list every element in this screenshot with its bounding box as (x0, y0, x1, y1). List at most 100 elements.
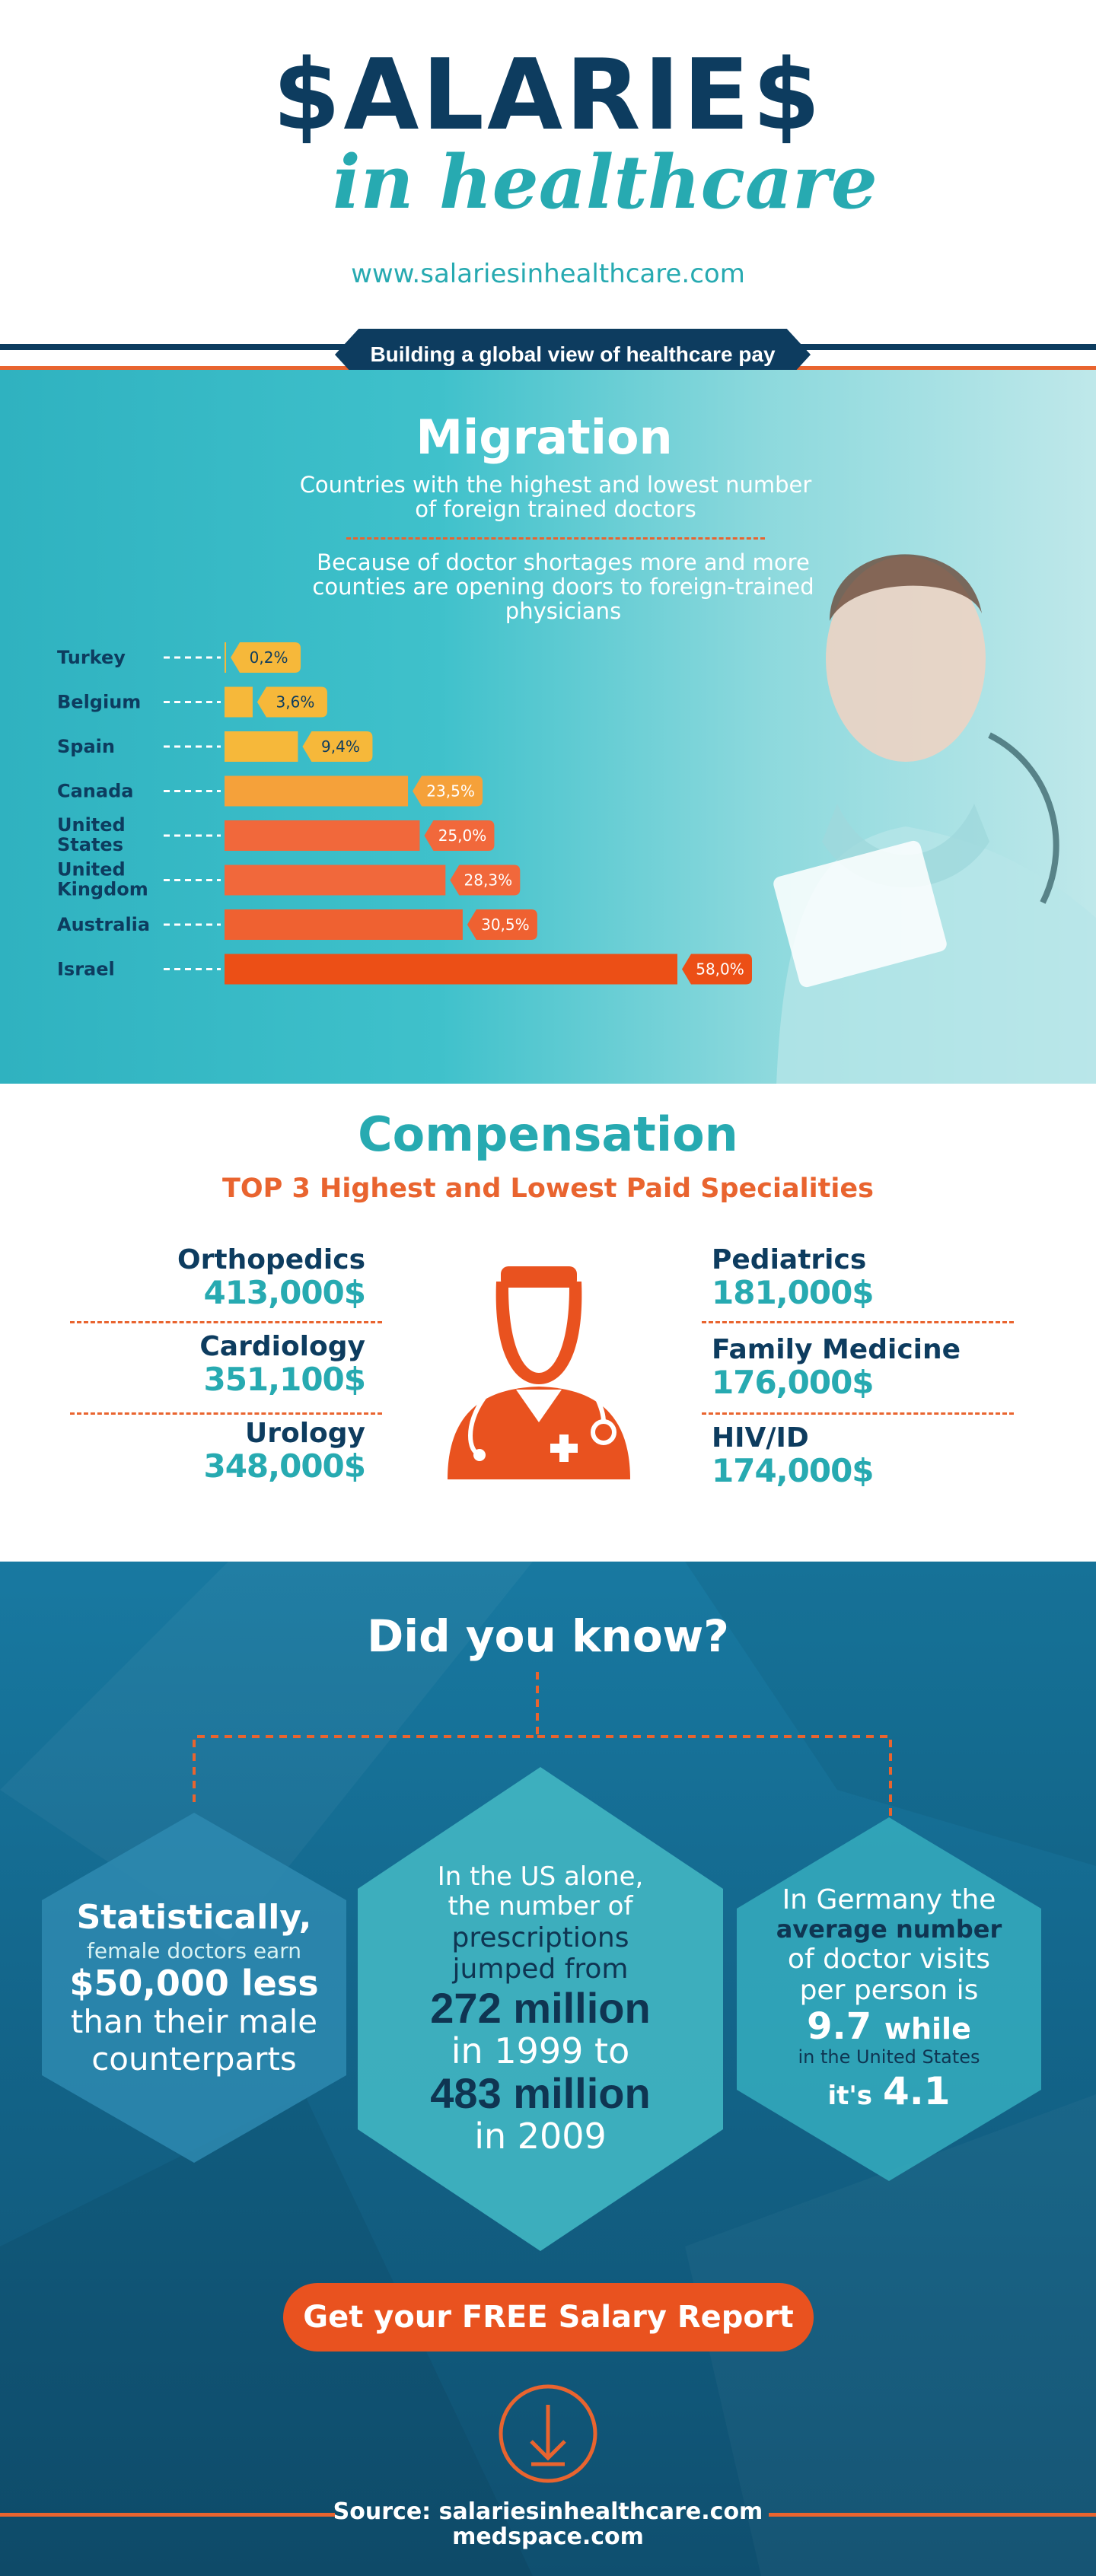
compensation-subtitle: TOP 3 Highest and Lowest Paid Specialiti… (222, 1173, 874, 1204)
fact-card-1: Statistically, female doctors earn $50,0… (42, 1813, 346, 2163)
website-url[interactable]: www.salariesinhealthcare.com (351, 259, 745, 289)
bar-row: United States 25,0% (57, 814, 495, 855)
fact-2-year-1: in 1999 to (451, 2030, 630, 2071)
category-label: Israel (57, 959, 115, 980)
fact-3-line-3: of doctor visits per person is (787, 1943, 991, 2007)
specialty-salary: 174,000$ (712, 1451, 875, 1489)
migration-bar-chart: Turkey 0,2% Belgium 3,6% Spain 9,4% Canada 23,5… (57, 642, 752, 985)
specialty-name: Urology (244, 1418, 365, 1449)
source-line-1: Source: salariesinhealthcare.com (333, 2498, 763, 2525)
data-label: 25,0% (438, 826, 487, 845)
fact-1-heading: Statistically, (76, 1898, 312, 1938)
logo-title: $ALARIE$ (272, 39, 824, 152)
fact-3-line-5: in the United States (798, 2046, 980, 2068)
category-label: Belgium (57, 692, 141, 713)
specialty-salary: 348,000$ (203, 1447, 366, 1485)
bar-row: Belgium 3,6% (57, 686, 327, 718)
bar-row: Turkey 0,2% (57, 642, 301, 673)
bar (225, 909, 463, 940)
data-label-bubble (231, 642, 301, 673)
divider (702, 1412, 1014, 1415)
free-salary-report-button[interactable]: Get your FREE Salary Report (283, 2283, 814, 2352)
fact-2-year-2: in 2009 (474, 2116, 607, 2157)
source-text: Source: salariesinhealthcare.com medspac… (0, 2499, 1096, 2549)
bar (225, 731, 298, 762)
highest-specialty-1: Orthopedics 413,000$ (46, 1244, 366, 1310)
highest-specialty-2: Cardiology 351,100$ (46, 1331, 366, 1398)
migration-section: Migration Countries with the highest and… (0, 370, 1096, 1084)
bar (225, 642, 227, 673)
bar (225, 820, 420, 851)
divider (70, 1412, 382, 1415)
migration-note: Because of doctor shortages more and mor… (312, 549, 814, 624)
fact-3-value-1: 9.7 (807, 2004, 872, 2048)
category-label: Spain (57, 736, 115, 757)
fact-2-value-1: 272 million (430, 1984, 651, 2033)
fact-3-its: it's (827, 2081, 873, 2112)
tagline-text: Building a global view of healthcare pay (370, 342, 776, 366)
did-you-know-section: Did you know? Statistically, female doct… (0, 1562, 1096, 2576)
hexagon-shape (42, 1813, 346, 2163)
specialty-name: Family Medicine (712, 1334, 961, 1365)
background-pattern (0, 1562, 1096, 2576)
bar (225, 686, 253, 718)
fact-1-highlight: $50,000 less (69, 1963, 319, 2004)
divider (702, 1321, 1014, 1323)
divider (70, 1321, 382, 1323)
data-label: 28,3% (464, 871, 513, 890)
fact-3-while: while (884, 2011, 971, 2046)
data-label-bubble (413, 775, 483, 807)
logo-subtitle: in healthcare (333, 139, 878, 225)
specialty-salary: 351,100$ (203, 1360, 366, 1398)
fact-3-value-row-1: 9.7 while (807, 2004, 971, 2048)
data-label-bubble (682, 954, 752, 985)
specialty-name: Cardiology (199, 1331, 365, 1362)
data-label-bubble (467, 909, 537, 940)
hexagon-shape (358, 1767, 723, 2251)
source-line-left (0, 2513, 335, 2517)
data-label: 9,4% (321, 737, 360, 756)
data-label: 0,2% (250, 648, 288, 667)
fact-card-2: In the US alone, the number of prescript… (358, 1767, 723, 2251)
compensation-section: Compensation TOP 3 Highest and Lowest Pa… (0, 1084, 1096, 1562)
data-label: 30,5% (481, 915, 530, 934)
specialty-salary: 176,000$ (712, 1363, 875, 1401)
bar-row: United Kingdom 28,3% (57, 859, 521, 900)
fact-1-line-2: female doctors earn (87, 1938, 301, 1963)
compensation-title: Compensation (358, 1107, 738, 1162)
bar (225, 865, 446, 896)
bar-row: Israel 58,0% (57, 954, 752, 985)
category-label: Canada (57, 781, 133, 802)
lowest-specialty-2: Family Medicine 176,000$ (712, 1335, 1031, 1400)
specialty-name: Pediatrics (712, 1244, 867, 1275)
header: $ALARIE$ in healthcare www.salariesinhea… (0, 0, 1096, 381)
data-label-bubble (424, 820, 495, 851)
specialty-name: Orthopedics (177, 1244, 365, 1275)
fact-1-line-4: than their male counterparts (70, 2003, 318, 2078)
category-label: Turkey (57, 647, 126, 668)
fact-3-text: In Germany the average number of doctor … (737, 1817, 1041, 2181)
source-line-right (769, 2513, 1096, 2517)
fact-2-value-2: 483 million (430, 2069, 651, 2118)
category-label: United States (57, 814, 126, 855)
fact-2-line-2: prescriptions jumped from (451, 1922, 629, 1985)
migration-title: Migration (416, 409, 673, 465)
bar (225, 775, 409, 807)
fact-card-3: In Germany the average number of doctor … (737, 1817, 1041, 2181)
source-line-2: medspace.com (452, 2523, 644, 2550)
fact-3-highlight: average number (776, 1915, 1002, 1944)
highest-specialty-3: Urology 348,000$ (46, 1418, 366, 1485)
fact-3-line-1: In Germany the (782, 1883, 996, 1915)
specialty-name: HIV/ID (712, 1422, 809, 1454)
data-label-bubble (302, 731, 373, 762)
migration-subtitle: Countries with the highest and lowest nu… (299, 472, 812, 522)
arrow-down-icon[interactable] (496, 2382, 600, 2485)
fact-1-text: Statistically, female doctors earn $50,0… (42, 1813, 346, 2163)
bar-row: Australia 30,5% (57, 909, 537, 940)
doctor-icon (448, 1266, 630, 1479)
category-label: Australia (57, 914, 150, 935)
fact-3-value-row-2: it's 4.1 (827, 2068, 950, 2114)
data-label: 3,6% (276, 693, 315, 712)
bar-row: Canada 23,5% (57, 775, 483, 807)
doctor-photo-icon (773, 554, 1096, 1084)
